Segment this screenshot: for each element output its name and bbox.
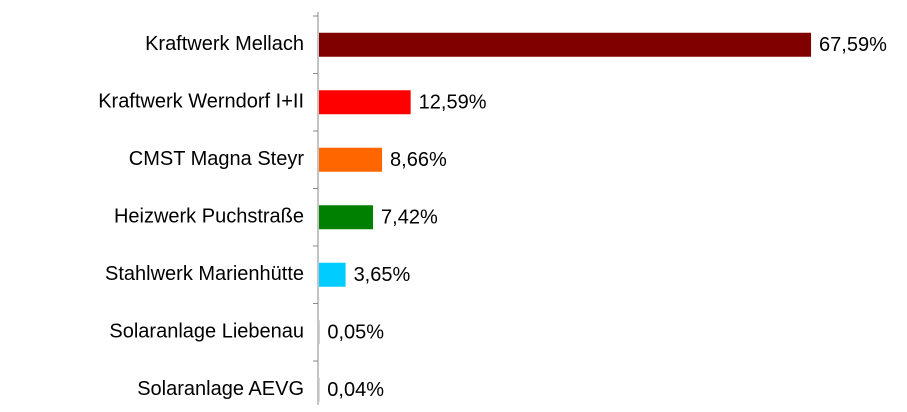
bar <box>319 32 812 57</box>
value-label: 0,04% <box>327 379 384 401</box>
value-label: 8,66% <box>390 149 447 171</box>
value-label: 0,05% <box>327 322 384 344</box>
y-tick-label: Heizwerk Puchstraße <box>114 206 304 228</box>
y-tick-label: Solaranlage AEVG <box>137 378 304 400</box>
y-tick-label: Kraftwerk Mellach <box>145 33 304 55</box>
y-tick-label: CMST Magna Steyr <box>129 148 305 170</box>
y-tick-label: Solaranlage Liebenau <box>109 321 304 343</box>
value-label: 12,59% <box>419 92 487 114</box>
bar <box>319 147 383 172</box>
bar <box>319 90 411 115</box>
y-tick-label: Kraftwerk Werndorf I+II <box>98 91 304 113</box>
y-tick-label: Stahlwerk Marienhütte <box>105 263 304 285</box>
bar <box>319 262 346 287</box>
value-label: 67,59% <box>819 34 887 56</box>
value-label: 3,65% <box>354 264 411 286</box>
bar <box>319 205 374 230</box>
value-label: 7,42% <box>381 207 438 229</box>
